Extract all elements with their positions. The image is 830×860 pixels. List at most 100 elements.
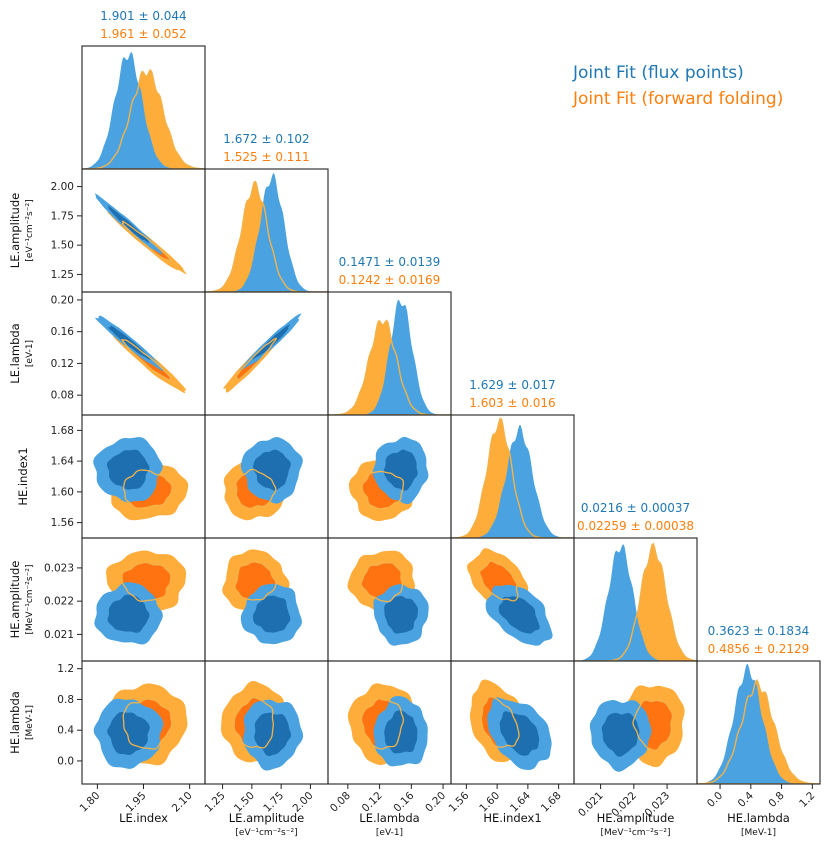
contour-fwd-outline — [360, 698, 405, 750]
hist-fwd-outline-5 — [697, 679, 820, 784]
contour-fwd-outline — [360, 562, 404, 603]
contour-fwd-outline — [478, 560, 519, 602]
panel-4-4 — [574, 542, 697, 661]
contour-fwd-outline — [121, 338, 172, 382]
x-tick-label: 1.68 — [539, 790, 564, 815]
x-axis-label: HE.lambda — [727, 811, 790, 825]
panel-4-3 — [466, 548, 553, 646]
x-axis-label: HE.amplitude — [597, 811, 675, 825]
x-tick-label: 0.4 — [736, 789, 757, 810]
hist-fwd-4 — [574, 543, 697, 661]
y-tick-label: 0.021 — [44, 629, 74, 641]
summary-fwd: 0.4856 ± 0.2129 — [708, 642, 810, 656]
y-tick-label: 0.8 — [57, 694, 74, 706]
panel-1-1 — [205, 172, 328, 292]
x-tick-label: 1.56 — [446, 789, 471, 814]
contour-fwd-outline — [632, 699, 674, 752]
x-tick-label: 0.8 — [766, 790, 786, 810]
x-tick-label: 0.0 — [705, 790, 725, 810]
contour-flux-inner — [601, 712, 640, 757]
legend: Joint Fit (flux points) Joint Fit (forwar… — [572, 63, 783, 109]
y-axis-unit: [eV⁻¹cm⁻²s⁻²] — [25, 199, 35, 261]
y-tick-label: 1.56 — [51, 517, 75, 529]
contour-fwd-outline — [121, 561, 172, 602]
x-axis-unit: [eV⁻¹cm⁻²s⁻²] — [235, 828, 297, 838]
summary-fwd: 1.961 ± 0.052 — [100, 27, 186, 41]
summary-fwd: 1.525 ± 0.111 — [223, 150, 309, 164]
y-axis-label: HE.index1 — [16, 447, 30, 505]
contour-fwd-outline — [121, 220, 172, 263]
hist-fwd-outline-4 — [574, 542, 697, 661]
x-axis-label: LE.lambda — [359, 811, 419, 825]
x-tick-label: 2.10 — [170, 790, 195, 815]
panel-4-0 — [94, 550, 187, 645]
x-tick-label: 1.25 — [203, 790, 228, 815]
summary-flux: 0.1471 ± 0.0139 — [339, 255, 441, 269]
hist-flux-1 — [205, 172, 328, 292]
x-axis-label: LE.index — [119, 811, 168, 825]
y-tick-label: 1.75 — [51, 210, 74, 222]
y-axis-label: HE.amplitude — [8, 561, 22, 639]
y-tick-label: 0.16 — [51, 326, 75, 338]
y-tick-label: 0.20 — [51, 294, 74, 306]
panel-5-1 — [221, 681, 304, 771]
hist-flux-2 — [328, 300, 451, 415]
y-axis-label: HE.lambda — [8, 691, 22, 754]
y-axis-unit: [MeV⁻¹cm⁻²s⁻²] — [25, 565, 35, 635]
panel-5-2 — [347, 683, 428, 767]
y-axis-unit: [MeV-1] — [25, 705, 35, 740]
panel-2-2 — [328, 300, 451, 415]
contour-fwd-outline — [122, 469, 173, 509]
y-tick-label: 0.023 — [44, 562, 74, 574]
contour-fwd-outline — [234, 337, 278, 381]
y-tick-label: 1.25 — [51, 269, 74, 281]
contour-flux-inner — [498, 596, 540, 634]
y-tick-label: 1.2 — [57, 663, 74, 675]
legend-flux-label: Joint Fit (flux points) — [572, 63, 744, 83]
contour-fwd-outline — [233, 696, 274, 749]
y-axis-label: LE.lambda — [8, 323, 22, 383]
y-tick-label: 1.50 — [51, 240, 74, 252]
hist-fwd-outline-0 — [82, 68, 205, 169]
x-axis-unit: [MeV⁻¹cm⁻²s⁻²] — [601, 828, 671, 838]
summary-flux: 1.901 ± 0.044 — [100, 9, 186, 23]
panel-3-3 — [451, 417, 574, 538]
y-tick-label: 1.60 — [51, 486, 74, 498]
y-tick-label: 0.4 — [57, 725, 74, 737]
y-axis-unit: [eV-1] — [25, 340, 35, 367]
hist-flux-5 — [697, 663, 820, 784]
panel-3-2 — [348, 436, 429, 522]
y-tick-label: 0.12 — [51, 358, 74, 370]
contour-flux-inner — [252, 449, 291, 491]
contour-flux-inner — [383, 449, 418, 491]
contour-flux-inner — [384, 595, 418, 634]
contour-flux-inner — [107, 594, 150, 633]
x-tick-label: 0.20 — [423, 790, 448, 815]
contour-flux-inner — [106, 449, 150, 490]
panel-1-0 — [94, 193, 187, 275]
panel-5-0 — [93, 683, 188, 769]
hist-flux-4 — [574, 543, 697, 661]
x-tick-label: 1.2 — [797, 790, 817, 810]
panel-3-0 — [93, 437, 189, 521]
panel-frame-5-5 — [696, 660, 821, 785]
x-axis-unit: [MeV-1] — [741, 828, 776, 838]
contour-flux-inner — [252, 595, 291, 633]
contour-flux-inner — [107, 712, 150, 755]
y-tick-label: 0.0 — [57, 755, 74, 767]
panel-4-2 — [347, 550, 429, 646]
summary-fwd: 0.02259 ± 0.00038 — [577, 519, 694, 533]
panel-2-1 — [223, 313, 302, 393]
summary-fwd: 1.603 ± 0.016 — [469, 396, 555, 410]
x-tick-label: 1.80 — [77, 790, 102, 815]
summary-fwd: 0.1242 ± 0.0169 — [339, 273, 441, 287]
x-axis-unit: [eV-1] — [376, 828, 403, 838]
legend-fwd-label: Joint Fit (forward folding) — [572, 89, 783, 109]
y-axis-label: LE.amplitude — [8, 193, 22, 268]
y-tick-label: 0.022 — [44, 596, 74, 608]
panel-4-1 — [222, 549, 302, 645]
y-tick-label: 1.64 — [51, 456, 75, 468]
y-tick-label: 1.68 — [51, 425, 74, 437]
panel-5-3 — [469, 679, 552, 770]
